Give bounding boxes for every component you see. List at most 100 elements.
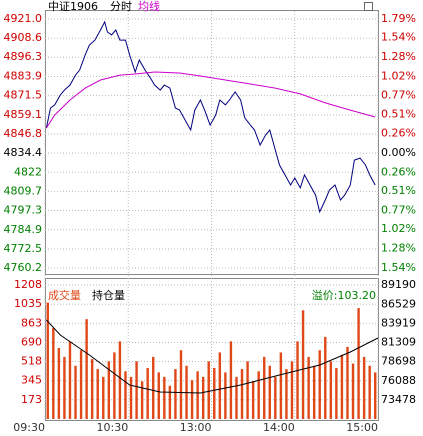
bar [374, 372, 377, 419]
y-tick-label: 4822 [14, 165, 42, 178]
legend-entry: 均线 [138, 0, 160, 13]
bar [357, 308, 360, 419]
y2-tick-label: 1.28% [381, 242, 416, 255]
y2-tick-label: 76088 [381, 374, 416, 387]
y2-tick-label: 78698 [381, 355, 416, 368]
price-frame [45, 10, 379, 275]
bar [79, 350, 83, 419]
y-tick-label: 863 [21, 316, 42, 329]
y-tick-label: 4846.8 [4, 127, 43, 140]
y2-tick-label: 73478 [381, 393, 416, 406]
bar [279, 352, 283, 419]
y2-tick-label: 1.28% [381, 50, 416, 63]
bar [140, 381, 144, 419]
bar [224, 372, 227, 419]
bar [207, 361, 210, 419]
bar [152, 356, 155, 419]
bar [146, 367, 149, 419]
line [45, 20, 376, 214]
bar [96, 369, 99, 419]
bar [274, 376, 277, 419]
y-tick-label: 4859.1 [4, 108, 43, 121]
bar [201, 376, 205, 419]
y2-tick-label: 89190 [381, 278, 416, 291]
bar [285, 369, 288, 419]
bar [190, 380, 194, 419]
annotation: 溢价:103.20 [312, 288, 376, 302]
bar [102, 376, 105, 419]
bar [335, 367, 338, 419]
x-tick-label: 13:00 [180, 421, 212, 434]
y2-tick-label: 1.02% [381, 222, 416, 235]
legend-entry: 分时 [110, 0, 132, 13]
y2-tick-label: 81309 [381, 336, 416, 349]
y-tick-label: 4871.5 [4, 89, 43, 102]
bar [46, 302, 49, 419]
bar [179, 350, 183, 419]
x-tick-label: 15:00 [346, 421, 378, 434]
y2-tick-label: 1.54% [381, 261, 416, 274]
bar [346, 346, 349, 419]
y-tick-label: 4896.3 [4, 50, 43, 63]
y-tick-label: 1208 [14, 278, 42, 291]
expand-icon[interactable] [364, 2, 373, 11]
bar [318, 350, 321, 419]
legend-entry: 成交量 [48, 288, 81, 302]
bar [263, 356, 266, 419]
bar [52, 328, 55, 419]
line [45, 71, 376, 129]
bar [251, 381, 255, 419]
bar [324, 336, 327, 419]
y2-tick-label: 0.26% [381, 126, 416, 139]
bar [340, 354, 344, 419]
y2-tick-label: 1.54% [381, 31, 416, 44]
x-tick-label: 10:30 [97, 421, 129, 434]
y2-tick-label: 86529 [381, 297, 416, 310]
y2-tick-label: 0.51% [381, 184, 416, 197]
x-tick-label: 14:00 [263, 421, 295, 434]
bar [229, 341, 233, 419]
bar [157, 372, 160, 419]
bar [218, 352, 222, 419]
bar [90, 359, 94, 419]
y2-tick-label: 1.02% [381, 70, 416, 83]
y2-tick-label: 1.79% [381, 12, 416, 25]
y-tick-label: 4834.4 [4, 146, 43, 159]
bar [362, 356, 366, 419]
y2-tick-label: 0.00% [381, 146, 416, 159]
y-tick-label: 4772.5 [4, 242, 43, 255]
bar [163, 376, 166, 419]
y2-tick-label: 0.77% [381, 203, 416, 216]
y2-tick-label: 0.77% [381, 88, 416, 101]
bar [329, 361, 333, 419]
bar [235, 376, 238, 419]
chart-title: 中证1906 [48, 0, 98, 13]
y-tick-label: 4883.9 [4, 69, 43, 82]
bar [118, 341, 122, 419]
y2-tick-label: 0.26% [381, 165, 416, 178]
y-tick-label: 4784.9 [4, 223, 43, 236]
y-tick-label: 690 [21, 335, 42, 348]
bar [135, 361, 138, 419]
bar [307, 356, 310, 419]
y-tick-label: 4921.0 [4, 12, 43, 25]
x-tick-label: 09:30 [13, 421, 45, 434]
bar [113, 352, 116, 419]
bar [268, 365, 271, 419]
y-tick-label: 4797.3 [4, 204, 43, 217]
bar [74, 365, 77, 419]
y2-tick-label: 0.51% [381, 108, 416, 121]
bar [168, 385, 172, 419]
bar [196, 371, 199, 419]
legend-entry: 持仓量 [92, 288, 125, 302]
bar [351, 363, 355, 419]
y-tick-label: 173 [21, 393, 42, 406]
bar [368, 365, 371, 419]
bar [107, 361, 111, 419]
bar [63, 356, 66, 419]
y-tick-label: 518 [21, 355, 42, 368]
bar [129, 376, 133, 419]
y-tick-label: 1035 [14, 297, 42, 310]
y-tick-label: 4908.6 [4, 31, 43, 44]
